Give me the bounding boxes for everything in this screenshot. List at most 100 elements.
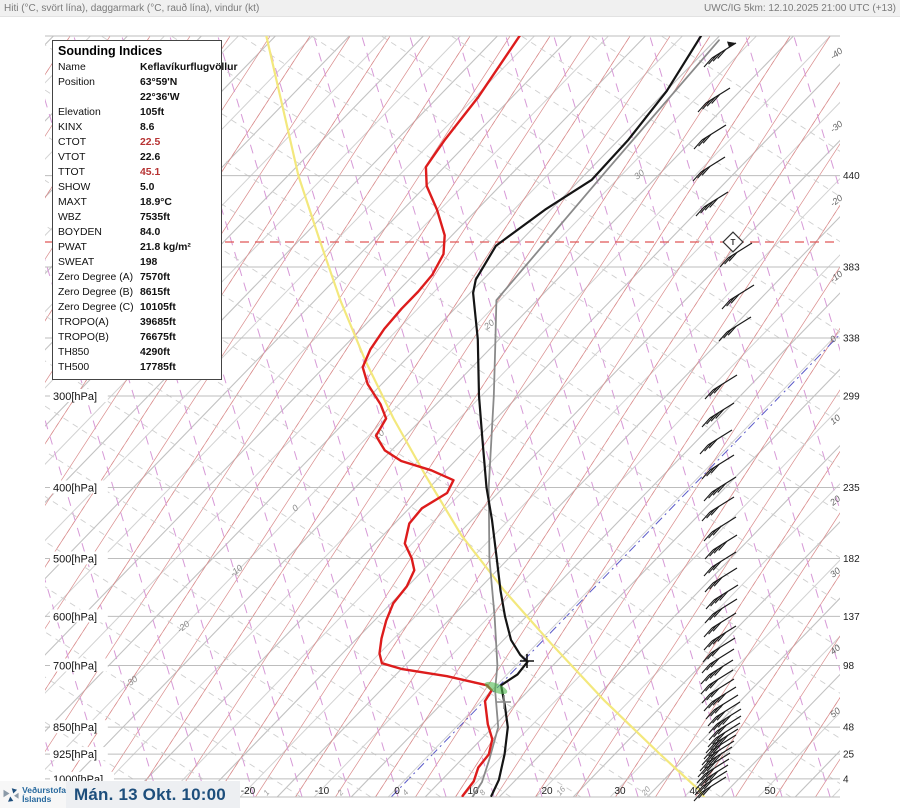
index-name: TROPO(B) [58, 332, 109, 343]
index-name: SHOW [58, 182, 91, 193]
index-name: BOYDEN [58, 227, 102, 238]
wind-barb-icon [701, 678, 735, 704]
wind-barb-icon [701, 740, 735, 766]
wind-barb-icon [701, 648, 735, 674]
index-value: 22.6 [140, 152, 161, 163]
index-value: 21.8 kg/m² [140, 242, 191, 253]
isotherm-label-right: -40 [828, 46, 844, 62]
index-name: Name [58, 62, 86, 73]
logo-line2: Íslands [22, 793, 52, 804]
index-name: TH500 [58, 362, 90, 373]
flight-level-label: 137 [843, 612, 860, 623]
wind-barb-icon [703, 625, 737, 651]
pressure-axis-labels: 300[hPa] 400[hPa] 500[hPa] 600[hPa] 700[hPa]… [50, 389, 114, 786]
wind-barb-icon [699, 429, 733, 455]
index-row: Position 63°59'N 22°36'W [58, 75, 217, 105]
index-row: Zero Degree (B) 8615ft [58, 285, 217, 300]
index-name: WBZ [58, 212, 82, 223]
index-value: 17785ft [140, 362, 176, 373]
flight-level-label: 338 [843, 334, 860, 345]
wind-barb-icon [704, 598, 738, 624]
wind-barb-icon [693, 776, 727, 802]
wind-barb-icon [692, 156, 726, 182]
index-value: 7535ft [140, 212, 171, 223]
pressure-label: 925[hPa] [53, 749, 97, 761]
index-value: 5.0 [140, 182, 155, 193]
index-name: VTOT [58, 152, 86, 163]
wind-barb-icon [703, 476, 737, 502]
index-name: Elevation [58, 107, 101, 118]
index-value: 8615ft [140, 287, 171, 298]
index-value: 10105ft [140, 302, 176, 313]
wind-barb-icon [705, 728, 739, 754]
index-value: 45.1 [140, 167, 161, 178]
wind-barb-icon [695, 764, 729, 790]
sounding-indices-panel: Sounding Indices Name Keflavíkurflugvöllu… [52, 40, 238, 380]
logo-text: Veðurstofa Íslands [22, 785, 66, 804]
flight-level-labels: 4403833382992351821379848254-40-30-20-10… [827, 46, 860, 786]
mixing-ratio-label: 4 [401, 788, 411, 798]
bottom-bar: Veðurstofa Íslands Mán. 13 Okt. 10:00 [0, 781, 240, 808]
tropopause-marker: T [45, 231, 840, 253]
wind-barb-icon [699, 746, 733, 772]
index-name: SWEAT [58, 257, 95, 268]
index-value: Keflavíkurflugvöllur [140, 62, 238, 73]
index-name: Zero Degree (C) [58, 302, 134, 313]
wind-barb-icon [700, 669, 734, 695]
index-row: WBZ 7535ft [58, 210, 217, 225]
isotherm-label-right: 50 [828, 706, 842, 720]
wind-barb-icon [704, 567, 738, 593]
isotherm-label-right: 0 [828, 334, 838, 345]
flight-level-label: 383 [843, 263, 860, 274]
wind-barb-icon [701, 402, 735, 428]
isotherm-label-right: -30 [828, 119, 844, 135]
interior-line-label: 10 [372, 428, 386, 442]
wind-barb-icon [718, 316, 752, 342]
index-row: PWAT 21.8 kg/m² [58, 240, 217, 255]
index-value: 198 [140, 257, 158, 268]
pressure-label: 400[hPa] [53, 482, 97, 494]
index-value: 84.0 [140, 227, 161, 238]
isotherm-label-right: 30 [828, 566, 842, 580]
index-name: Position [58, 77, 95, 88]
top-bar: Hiti (°C, svört lína), daggarmark (°C, r… [0, 0, 900, 17]
wind-barb-icon [701, 454, 735, 480]
wind-barb-icon [702, 637, 736, 663]
wind-barb-icon [695, 191, 729, 217]
index-name: CTOT [58, 137, 87, 148]
wind-barb-icon [704, 374, 738, 400]
index-value: 105ft [140, 107, 165, 118]
cross-gray-marker [497, 695, 511, 709]
zero-isotherm-line [390, 333, 840, 797]
dewpoint-curve [361, 36, 521, 797]
temp-axis-label: 20 [541, 786, 553, 797]
mixing-ratio-label: 8 [478, 788, 488, 798]
index-value: 18.9°C [140, 197, 172, 208]
flight-level-label: 48 [843, 723, 855, 734]
index-value: 39685ft [140, 317, 176, 328]
index-row: TROPO(B) 76675ft [58, 330, 217, 345]
wind-barb-icon [721, 284, 755, 310]
mixing-ratio-label: 1 [262, 788, 272, 797]
index-row: SHOW 5.0 [58, 180, 217, 195]
pressure-label: 600[hPa] [53, 611, 97, 623]
index-name: Zero Degree (B) [58, 287, 134, 298]
wind-barb-icon [694, 770, 728, 796]
temp-axis-label: 10 [467, 786, 479, 797]
isotherm-label-right: -20 [828, 193, 844, 209]
date-box: Mán. 13 Okt. 10:00 [66, 781, 240, 808]
wind-barb-icon [707, 701, 741, 727]
index-row: TH850 4290ft [58, 345, 217, 360]
index-name: TROPO(A) [58, 317, 109, 328]
index-value: 8.6 [140, 122, 155, 133]
wind-barb-icon [696, 758, 730, 784]
flight-level-label: 4 [843, 774, 849, 785]
index-name: PWAT [58, 242, 87, 253]
interior-line-label: -10 [228, 563, 244, 579]
valid-time-label: Mán. 13 Okt. 10:00 [74, 784, 226, 804]
temp-axis-label: -10 [315, 786, 330, 797]
temp-axis-label: 40 [689, 786, 701, 797]
index-name: TH850 [58, 347, 90, 358]
wind-barb-icon [703, 516, 737, 542]
index-value: 7570ft [140, 272, 171, 283]
